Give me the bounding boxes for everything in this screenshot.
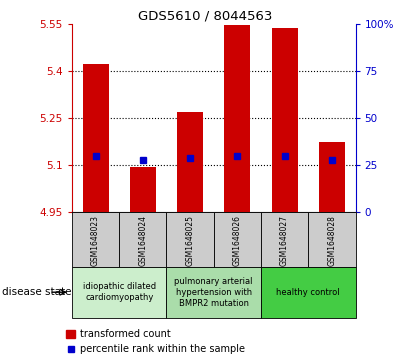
Text: GSM1648025: GSM1648025	[186, 215, 194, 266]
Bar	[72, 212, 119, 267]
Bar	[72, 267, 166, 318]
Legend: transformed count, percentile rank within the sample: transformed count, percentile rank withi…	[62, 326, 249, 358]
Text: GDS5610 / 8044563: GDS5610 / 8044563	[139, 9, 272, 22]
Bar	[130, 167, 156, 212]
Bar	[261, 212, 308, 267]
Text: disease state: disease state	[2, 287, 72, 297]
Text: GSM1648027: GSM1648027	[280, 215, 289, 266]
Bar	[214, 212, 261, 267]
Bar	[83, 65, 109, 212]
Text: GSM1648024: GSM1648024	[139, 215, 147, 266]
Bar	[166, 267, 261, 318]
Bar	[308, 212, 356, 267]
Bar	[166, 212, 214, 267]
Bar	[319, 142, 345, 212]
Text: healthy control: healthy control	[277, 288, 340, 297]
Bar	[261, 267, 356, 318]
Bar	[224, 25, 250, 212]
Text: GSM1648026: GSM1648026	[233, 215, 242, 266]
Text: idiopathic dilated
cardiomyopathy: idiopathic dilated cardiomyopathy	[83, 282, 156, 302]
Text: GSM1648023: GSM1648023	[91, 215, 100, 266]
Bar	[177, 112, 203, 212]
Text: GSM1648028: GSM1648028	[328, 215, 336, 266]
Text: pulmonary arterial
hypertension with
BMPR2 mutation: pulmonary arterial hypertension with BMP…	[175, 277, 253, 308]
Bar	[272, 28, 298, 212]
Bar	[119, 212, 166, 267]
